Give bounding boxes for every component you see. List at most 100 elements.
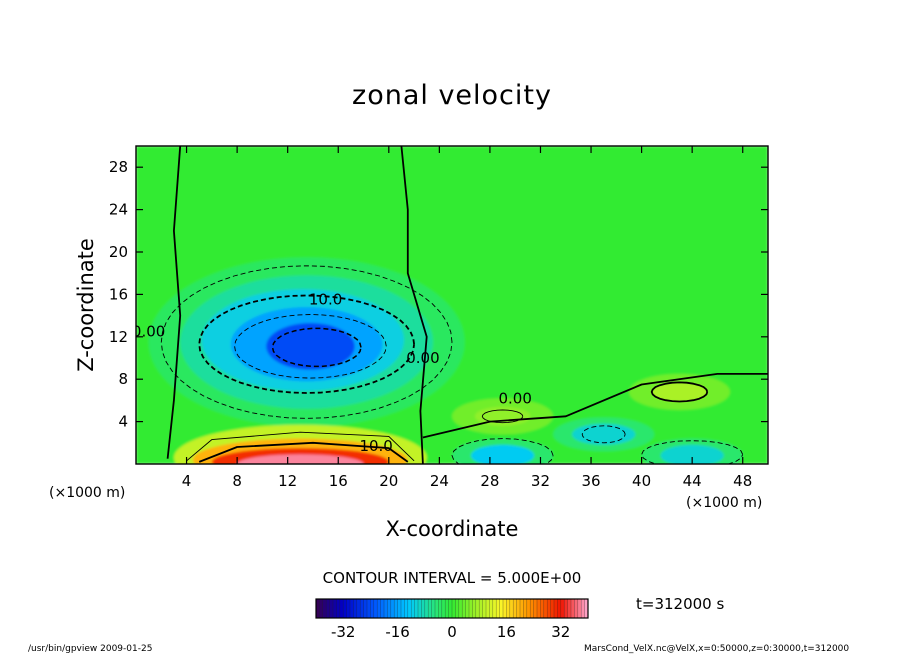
colorbar-cell [577,599,582,618]
field-blob [651,382,708,402]
field-blob [660,444,724,464]
colorbar-cell [513,599,517,618]
y-tick-label: 8 [118,370,128,388]
y-ticks: 4 8 12 16 20 24 28 [109,158,768,431]
colorbar-cell [404,599,409,618]
colorbar-cell [533,599,538,618]
contour-interval: CONTOUR INTERVAL = 5.000E+00 [323,569,582,587]
contour-pos-small-2 [481,409,524,424]
contour-pos-small-1 [650,381,709,403]
x-tick-label: 44 [683,472,702,490]
colorbar-cell [431,599,436,618]
colorbar-cell [414,599,419,618]
x-tick-label: 28 [480,472,499,490]
colorbar-cell [370,599,375,618]
colorbar-cell [503,599,507,618]
colorbar-cell [564,599,568,618]
contour-label-0: 10.0 [309,291,342,309]
x-right-unit: (×1000 m) [686,495,762,511]
x-tick-label: 16 [329,472,348,490]
colorbar-cell [509,599,514,618]
contour-label-4: 10.0 [359,437,392,455]
colorbar-cell [543,599,548,618]
colorbar-cell [581,599,585,618]
colorbar-cell [526,599,531,618]
x-tick-label: 48 [733,472,752,490]
colorbar-tick-label: 32 [551,623,570,641]
contour-neg-5 [160,265,453,419]
contour-zero-left [166,146,182,459]
colorbar-cell [397,599,402,618]
x-tick-label: 24 [430,472,449,490]
colorbar-cell [363,599,368,618]
field-blob [470,444,535,464]
contour-lines [160,146,768,464]
colorbar-cell [377,599,381,618]
y-tick-label: 16 [109,285,128,303]
colorbar-cell [574,599,579,618]
colorbar-cell [360,599,364,618]
y-tick-label: 20 [109,243,128,261]
y-tick-label: 28 [109,158,128,176]
colorbar-cell [584,599,589,618]
colorbar-cell [482,599,487,618]
x-tick-label: 12 [278,472,297,490]
field-blob [237,454,364,464]
colorbar-tick-label: -16 [385,623,410,641]
colorbar-cell [557,599,562,618]
colorbar-cell [428,599,432,618]
field-blob [572,423,636,445]
colorbar-cell [339,599,344,618]
colorbar-cell [421,599,426,618]
colorbar-cell [506,599,511,618]
x-left-unit: (×1000 m) [49,485,125,501]
colorbar-cell [479,599,483,618]
colorbar-cell [560,599,565,618]
colorbar-tick-label: 0 [447,623,457,641]
colorbar-cell [540,599,545,618]
contour-label-1: 0.00 [132,323,165,341]
colorbar-cell [496,599,500,618]
colorbar-cell [407,599,412,618]
colorbar-cell [462,599,466,618]
x-tick-label: 32 [531,472,550,490]
contour-neg-small-1 [581,425,626,444]
footer-right: MarsCond_VelX.nc@VelX,x=0:50000,z=0:3000… [584,644,849,654]
colorbar-cell [356,599,361,618]
colorbar-cell [445,599,449,618]
colorbar-cell [452,599,456,618]
contour-label-3: 0.00 [498,389,531,407]
colorbar-cell [469,599,473,618]
x-tick-label: 40 [632,472,651,490]
colorbar-cell [530,599,534,618]
contour-labels: 10.0 0.00 0.00 0.00 10.0 [132,291,532,455]
colorbar-cell [465,599,470,618]
colorbar-cell [387,599,392,618]
colorbar-cell [322,599,327,618]
colorbar-cell [418,599,422,618]
colorbar-cell [373,599,378,618]
chart-title: zonal velocity [352,80,552,111]
contour-neg-15 [234,314,387,379]
heatmap-field [136,146,768,464]
colorbar-cell [475,599,480,618]
colorbar-ticks: -32 -16 0 16 32 [331,623,570,641]
contour-label-2: 0.00 [406,349,439,367]
colorbar-cell [390,599,395,618]
colorbar-cell [489,599,494,618]
colorbar-cell [499,599,504,618]
contour-neg-10 [198,294,415,394]
y-tick-label: 24 [109,201,128,219]
colorbar-cell [547,599,551,618]
contour-neg-20 [271,327,362,368]
colorbar-tick-label: -32 [331,623,356,641]
colorbar-cell [394,599,398,618]
colorbar-cell [353,599,358,618]
y-tick-label: 4 [118,413,128,431]
colorbar-cell [384,599,388,618]
x-tick-label: 4 [182,472,192,490]
y-axis-label: Z-coordinate [74,238,98,372]
